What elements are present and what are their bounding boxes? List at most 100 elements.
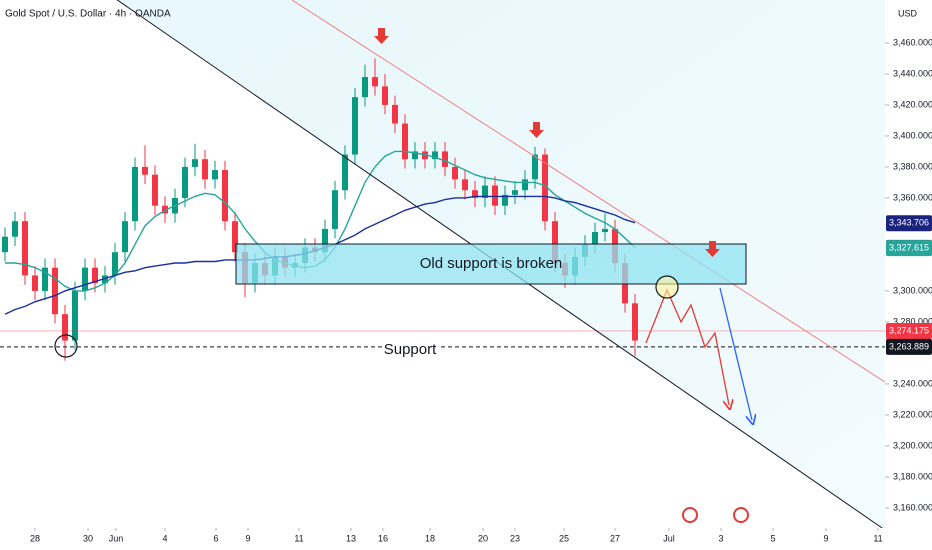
candle-body (362, 77, 368, 98)
y-tick-label: 3,200.000 (893, 440, 932, 450)
candle-body (502, 194, 508, 206)
arrow-down (374, 28, 389, 44)
y-tick-label: 3,220.000 (893, 409, 932, 419)
candle-body (102, 275, 108, 284)
channel-bottom (116, 0, 886, 531)
candle-body (22, 221, 28, 276)
x-tick-label: 11 (873, 533, 882, 543)
price-label-bg (886, 322, 932, 339)
candle-body (452, 166, 458, 180)
candle-body (592, 232, 598, 245)
candle-body (212, 170, 218, 180)
candle-body (372, 77, 378, 87)
candle-body (112, 252, 118, 276)
candle-body (192, 159, 198, 167)
x-tick-label: 5 (770, 533, 775, 543)
candle-body (352, 97, 358, 155)
price-label: 3,263.889 (886, 338, 932, 355)
projection-arrow (719, 287, 752, 420)
x-tick-label: 27 (610, 533, 620, 543)
price-label-text: 3,343.706 (889, 218, 929, 228)
candle-body (72, 290, 78, 341)
x-tick-label: 30 (83, 533, 93, 543)
candle-body (182, 166, 188, 198)
event-icon[interactable] (682, 507, 698, 523)
candle-body (382, 86, 388, 105)
x-tick-label: 16 (378, 533, 388, 543)
y-tick-label: 3,440.000 (893, 68, 932, 78)
x-tick-label: Jun (109, 533, 124, 543)
candle-body (332, 190, 338, 229)
axis-panel (885, 0, 932, 550)
x-tick-label: 9 (245, 533, 250, 543)
x-tick-label: 25 (559, 533, 569, 543)
event-icon[interactable] (733, 507, 749, 523)
price-label-text: 3,327.615 (889, 243, 929, 253)
x-tick-label: 13 (346, 533, 356, 543)
candle-body (472, 190, 478, 198)
price-label-text: 3,274.175 (889, 325, 929, 335)
candle-body (12, 221, 18, 237)
candle-body (632, 303, 638, 341)
x-tick-label: 9 (823, 533, 828, 543)
candle-body (122, 221, 128, 253)
candle-body (512, 190, 518, 195)
x-tick-label: 3 (718, 533, 723, 543)
price-label-bg (886, 215, 932, 232)
label-bg (382, 340, 438, 360)
candle-body (392, 104, 398, 124)
x-tick-label: 6 (213, 533, 218, 543)
y-tick-label: 3,400.000 (893, 130, 932, 140)
candle-body (222, 170, 228, 222)
candle-body (82, 267, 88, 291)
candle-body (482, 185, 488, 198)
y-tick-label: 3,160.000 (893, 502, 932, 512)
candle-body (32, 275, 38, 291)
y-tick-label: 3,360.000 (893, 192, 932, 202)
price-label: 3,327.615 (886, 240, 932, 257)
price-label-bg (886, 240, 932, 257)
candle-body (342, 154, 348, 191)
candle-body (442, 151, 448, 167)
x-tick-label: 23 (510, 533, 520, 543)
candle-body (542, 154, 548, 222)
candle-body (552, 221, 558, 264)
price-label-text: 3,263.889 (889, 341, 929, 351)
candle-body (232, 221, 238, 253)
y-tick-label: 3,240.000 (893, 378, 932, 388)
candle-body (492, 185, 498, 206)
y-tick-label: 3,460.000 (893, 37, 932, 47)
candle-body (532, 154, 538, 180)
x-tick-label: 20 (478, 533, 488, 543)
channel-top (291, 0, 886, 383)
price-label: 3,343.706 (886, 215, 932, 232)
candle-body (432, 151, 438, 160)
candle-body (462, 179, 468, 191)
x-tick-label: Jul (663, 533, 675, 543)
chart-title: Gold Spot / U.S. Dollar · 4h · OANDA (5, 9, 171, 20)
candle-body (52, 267, 58, 315)
marker-circle (655, 275, 679, 299)
price-label: 3,274.175 (886, 322, 932, 339)
candle-body (522, 179, 528, 191)
y-tick-label: 3,300.000 (893, 285, 932, 295)
y-tick-label: 3,380.000 (893, 161, 932, 171)
candle-body (132, 166, 138, 222)
x-tick-label: 18 (425, 533, 435, 543)
axis-unit: USD (898, 8, 918, 18)
marker-circle (54, 334, 78, 358)
candle-body (412, 151, 418, 160)
x-tick-label: 4 (162, 533, 167, 543)
y-tick-label: 3,280.000 (893, 316, 932, 326)
drawings: Old support is broken Support (54, 0, 886, 531)
axis-panel (0, 528, 885, 550)
candle-body (142, 166, 148, 175)
x-tick-label: 28 (30, 533, 40, 543)
candle-body (402, 123, 408, 160)
candle-body (202, 159, 208, 180)
candle-body (2, 236, 8, 253)
arrow-down (705, 241, 720, 257)
candle-body (62, 314, 68, 341)
candle-body (92, 267, 98, 284)
